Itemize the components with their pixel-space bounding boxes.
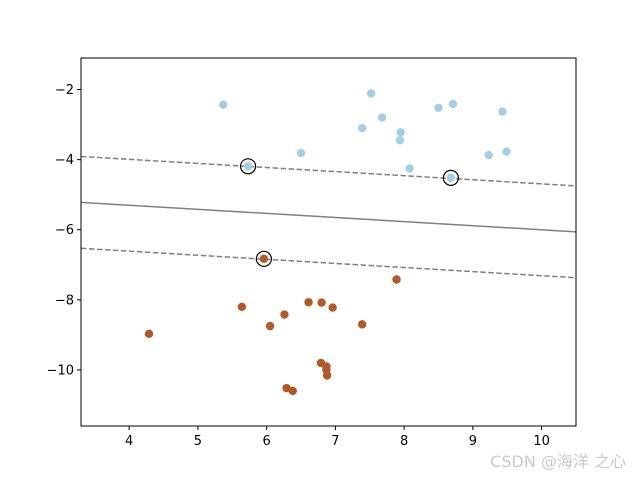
x-tick-label: 5 bbox=[194, 434, 202, 449]
data-point-class-0 bbox=[498, 107, 507, 116]
y-tick-label: −10 bbox=[47, 363, 74, 378]
y-tick-label: −8 bbox=[55, 293, 74, 308]
x-tick-label: 9 bbox=[469, 434, 477, 449]
watermark: CSDN @海洋 之心 bbox=[490, 452, 626, 471]
margin-upper-line bbox=[80, 155, 577, 187]
data-point-class-1 bbox=[317, 298, 326, 307]
data-point-class-1 bbox=[259, 254, 269, 264]
y-tick-label: −2 bbox=[55, 83, 74, 98]
data-point-class-1 bbox=[357, 320, 367, 329]
data-point-class-1 bbox=[237, 302, 247, 312]
data-point-class-1 bbox=[280, 310, 289, 319]
support-vector-ring bbox=[239, 158, 257, 175]
x-tick-label: 4 bbox=[125, 434, 133, 449]
support-vector-ring bbox=[255, 250, 272, 267]
data-point-class-0 bbox=[219, 100, 228, 109]
data-point-class-0 bbox=[395, 136, 405, 145]
data-point-class-0 bbox=[357, 123, 367, 133]
data-point-class-0 bbox=[296, 148, 306, 158]
y-tick-label: −4 bbox=[55, 153, 74, 168]
x-axis-ticks: 4 5 6 7 8 9 10 bbox=[125, 426, 550, 449]
data-point-class-0 bbox=[377, 113, 387, 122]
data-point-class-0 bbox=[396, 128, 405, 137]
data-point-class-1 bbox=[328, 303, 337, 312]
data-point-class-1 bbox=[322, 371, 332, 380]
data-point-class-0 bbox=[502, 147, 511, 156]
data-point-class-0 bbox=[484, 150, 493, 160]
data-point-class-0 bbox=[243, 162, 253, 171]
x-tick-label: 8 bbox=[400, 434, 408, 449]
data-point-class-0 bbox=[446, 173, 456, 183]
data-point-class-0 bbox=[434, 103, 443, 112]
data-point-class-0 bbox=[405, 164, 414, 173]
plot-content bbox=[80, 89, 577, 396]
decision-boundary-line bbox=[80, 201, 577, 233]
data-point-class-0 bbox=[448, 99, 458, 109]
data-point-class-1 bbox=[392, 275, 401, 284]
data-point-class-0 bbox=[366, 89, 376, 98]
data-point-class-1 bbox=[304, 298, 313, 307]
data-point-class-1 bbox=[144, 329, 154, 339]
y-axis-ticks: −2 −4 −6 −8 −10 bbox=[47, 83, 81, 378]
margin-lower-line bbox=[80, 247, 577, 279]
x-tick-label: 6 bbox=[262, 434, 270, 449]
x-tick-label: 10 bbox=[533, 434, 550, 449]
plot-area-frame bbox=[80, 57, 577, 427]
x-tick-label: 7 bbox=[331, 434, 339, 449]
support-vector-ring bbox=[442, 169, 459, 186]
y-tick-label: −6 bbox=[55, 223, 74, 238]
data-point-class-1 bbox=[265, 321, 275, 331]
data-point-class-1 bbox=[288, 386, 297, 396]
